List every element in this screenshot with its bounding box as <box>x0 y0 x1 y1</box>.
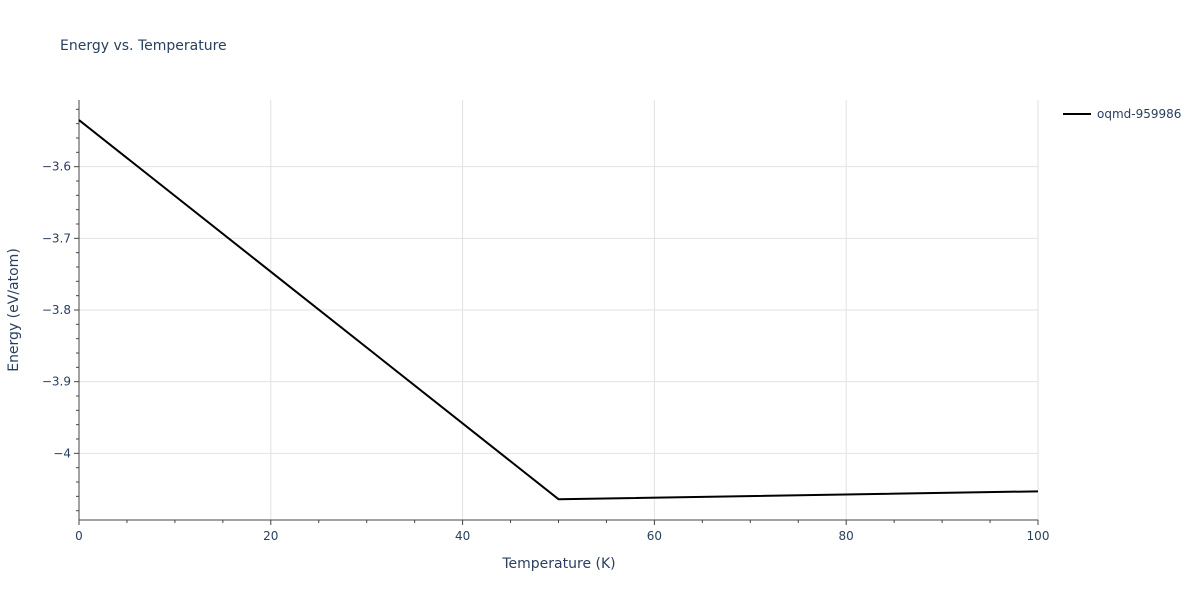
y-tick-label: −3.6 <box>42 160 71 174</box>
y-tick-label: −3.7 <box>42 231 71 245</box>
legend-label: oqmd-959986 <box>1097 107 1181 121</box>
x-tick-label: 40 <box>455 529 470 543</box>
y-tick-label: −3.9 <box>42 375 71 389</box>
x-tick-label: 80 <box>839 529 854 543</box>
y-tick-label: −3.8 <box>42 303 71 317</box>
x-tick-label: 60 <box>647 529 662 543</box>
chart-title: Energy vs. Temperature <box>60 38 227 54</box>
x-tick-label: 100 <box>1027 529 1050 543</box>
y-tick-label: −4 <box>53 446 71 460</box>
x-axis-label: Temperature (K) <box>501 556 615 572</box>
y-axis-label: Energy (eV/atom) <box>6 248 22 372</box>
series-layer <box>78 119 1039 501</box>
x-tick-label: 20 <box>263 529 278 543</box>
series-line <box>78 119 1039 501</box>
grid <box>79 100 1039 520</box>
legend[interactable]: oqmd-959986 <box>1063 107 1181 121</box>
axes: 0 20 40 60 80 100 −3.6 −3.7 −3.8 −3.9 −4 <box>42 100 1050 543</box>
x-tick-label: 0 <box>75 529 83 543</box>
